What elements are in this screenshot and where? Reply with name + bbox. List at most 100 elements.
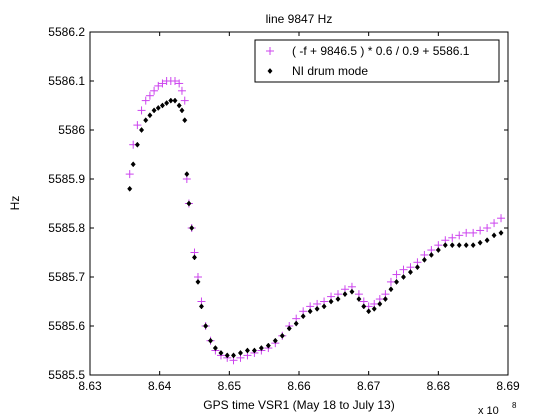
data-point-diamond — [400, 274, 407, 280]
data-point-diamond — [168, 97, 174, 104]
data-point-diamond — [155, 104, 161, 111]
data-point-diamond — [335, 296, 341, 303]
x-multiplier-exponent: 8 — [512, 401, 517, 410]
data-point-diamond — [272, 337, 278, 344]
data-point-diamond — [498, 229, 504, 236]
data-point-plus — [392, 270, 401, 279]
data-point-diamond — [300, 313, 306, 320]
data-point-plus — [386, 277, 395, 286]
y-tick-label: 5585.8 — [48, 221, 85, 235]
data-point-diamond — [371, 305, 377, 312]
data-point-diamond — [484, 237, 490, 244]
data-point-diamond — [463, 242, 469, 249]
data-point-diamond — [449, 242, 455, 249]
data-point-diamond — [377, 300, 383, 307]
data-point-plus — [483, 224, 492, 232]
data-point-plus — [141, 96, 150, 105]
data-point-diamond — [349, 288, 355, 295]
data-point-plus — [399, 265, 408, 274]
legend-label-series-2: NI drum mode — [292, 64, 368, 78]
data-point-diamond — [139, 127, 145, 133]
axis-ticks: 8.63 8.64 8.65 8.66 8.67 8.68 8.69 5585.5 5585.6… — [48, 25, 520, 393]
data-point-diamond — [470, 242, 476, 249]
data-point-plus — [154, 81, 163, 90]
data-point-diamond — [286, 325, 292, 332]
data-point-diamond — [147, 112, 153, 119]
y-axis-label: Hz — [8, 196, 22, 211]
data-point-diamond — [164, 100, 170, 107]
legend-diamond-glyph — [267, 68, 273, 74]
plot-area — [90, 32, 508, 375]
data-point-plus — [177, 86, 186, 95]
data-point-plus — [145, 91, 154, 100]
data-point-diamond — [421, 256, 427, 263]
data-point-diamond — [477, 239, 483, 246]
data-point-diamond — [189, 225, 195, 231]
y-tick-label: 5585.7 — [48, 270, 85, 284]
data-point-diamond — [265, 342, 271, 349]
data-point-plus — [448, 233, 457, 242]
y-tick-label: 5585.6 — [48, 319, 85, 333]
chart-title: line 9847 Hz — [266, 12, 333, 26]
data-point-diamond — [407, 269, 413, 276]
data-point-plus — [170, 77, 179, 85]
x-tick-label: 8.64 — [148, 379, 172, 393]
data-point-plus — [490, 219, 499, 228]
data-point-diamond — [176, 102, 182, 109]
series-2-points — [127, 97, 504, 359]
data-point-diamond — [218, 349, 224, 356]
data-point-plus — [497, 214, 506, 223]
data-point-diamond — [203, 323, 209, 329]
y-tick-label: 5585.5 — [48, 368, 85, 382]
x-tick-label: 8.66 — [287, 379, 311, 393]
data-point-plus — [125, 170, 134, 179]
data-point-plus — [455, 231, 464, 240]
data-point-plus — [133, 121, 142, 130]
data-point-diamond — [184, 171, 190, 178]
data-point-diamond — [195, 278, 201, 285]
y-tick-label: 5586 — [58, 123, 85, 137]
data-point-diamond — [244, 347, 250, 354]
data-point-diamond — [382, 296, 388, 303]
data-point-diamond — [293, 320, 299, 327]
data-point-diamond — [186, 200, 192, 207]
data-point-diamond — [435, 247, 441, 254]
data-point-diamond — [342, 291, 348, 298]
data-point-diamond — [212, 345, 218, 352]
legend: ( -f + 9846.5 ) * 0.6 / 0.9 + 5586.1 NI … — [254, 39, 500, 83]
data-point-diamond — [361, 303, 367, 310]
legend-plus-glyph — [266, 47, 274, 55]
x-axis-label: GPS time VSR1 (May 18 to July 13) — [203, 398, 394, 412]
data-point-diamond — [127, 185, 133, 192]
x-tick-label: 8.63 — [78, 379, 102, 393]
data-point-diamond — [388, 286, 394, 293]
data-point-plus — [150, 86, 159, 95]
data-point-plus — [180, 96, 189, 105]
data-point-diamond — [491, 232, 497, 239]
data-point-diamond — [159, 102, 165, 109]
data-point-diamond — [356, 296, 362, 303]
data-point-plus — [137, 106, 146, 115]
x-tick-label: 8.67 — [357, 379, 381, 393]
data-point-diamond — [134, 141, 140, 148]
data-point-diamond — [428, 251, 434, 258]
legend-label-series-1: ( -f + 9846.5 ) * 0.6 / 0.9 + 5586.1 — [292, 44, 470, 58]
x-tick-label: 8.65 — [218, 379, 242, 393]
x-tick-label: 8.69 — [496, 379, 520, 393]
legend-box — [254, 39, 500, 83]
data-point-diamond — [321, 303, 327, 310]
data-point-plus — [469, 228, 478, 237]
data-point-diamond — [237, 349, 244, 356]
x-tick-label: 8.68 — [427, 379, 451, 393]
y-tick-label: 5586.2 — [48, 25, 85, 39]
data-point-plus — [158, 79, 167, 88]
data-point-plus — [175, 79, 184, 88]
data-point-diamond — [230, 352, 237, 359]
data-point-plus — [462, 228, 471, 237]
data-point-diamond — [366, 308, 372, 315]
plot-frame — [89, 31, 509, 376]
data-point-diamond — [307, 308, 313, 315]
data-point-diamond — [251, 347, 257, 354]
data-point-diamond — [258, 345, 264, 352]
